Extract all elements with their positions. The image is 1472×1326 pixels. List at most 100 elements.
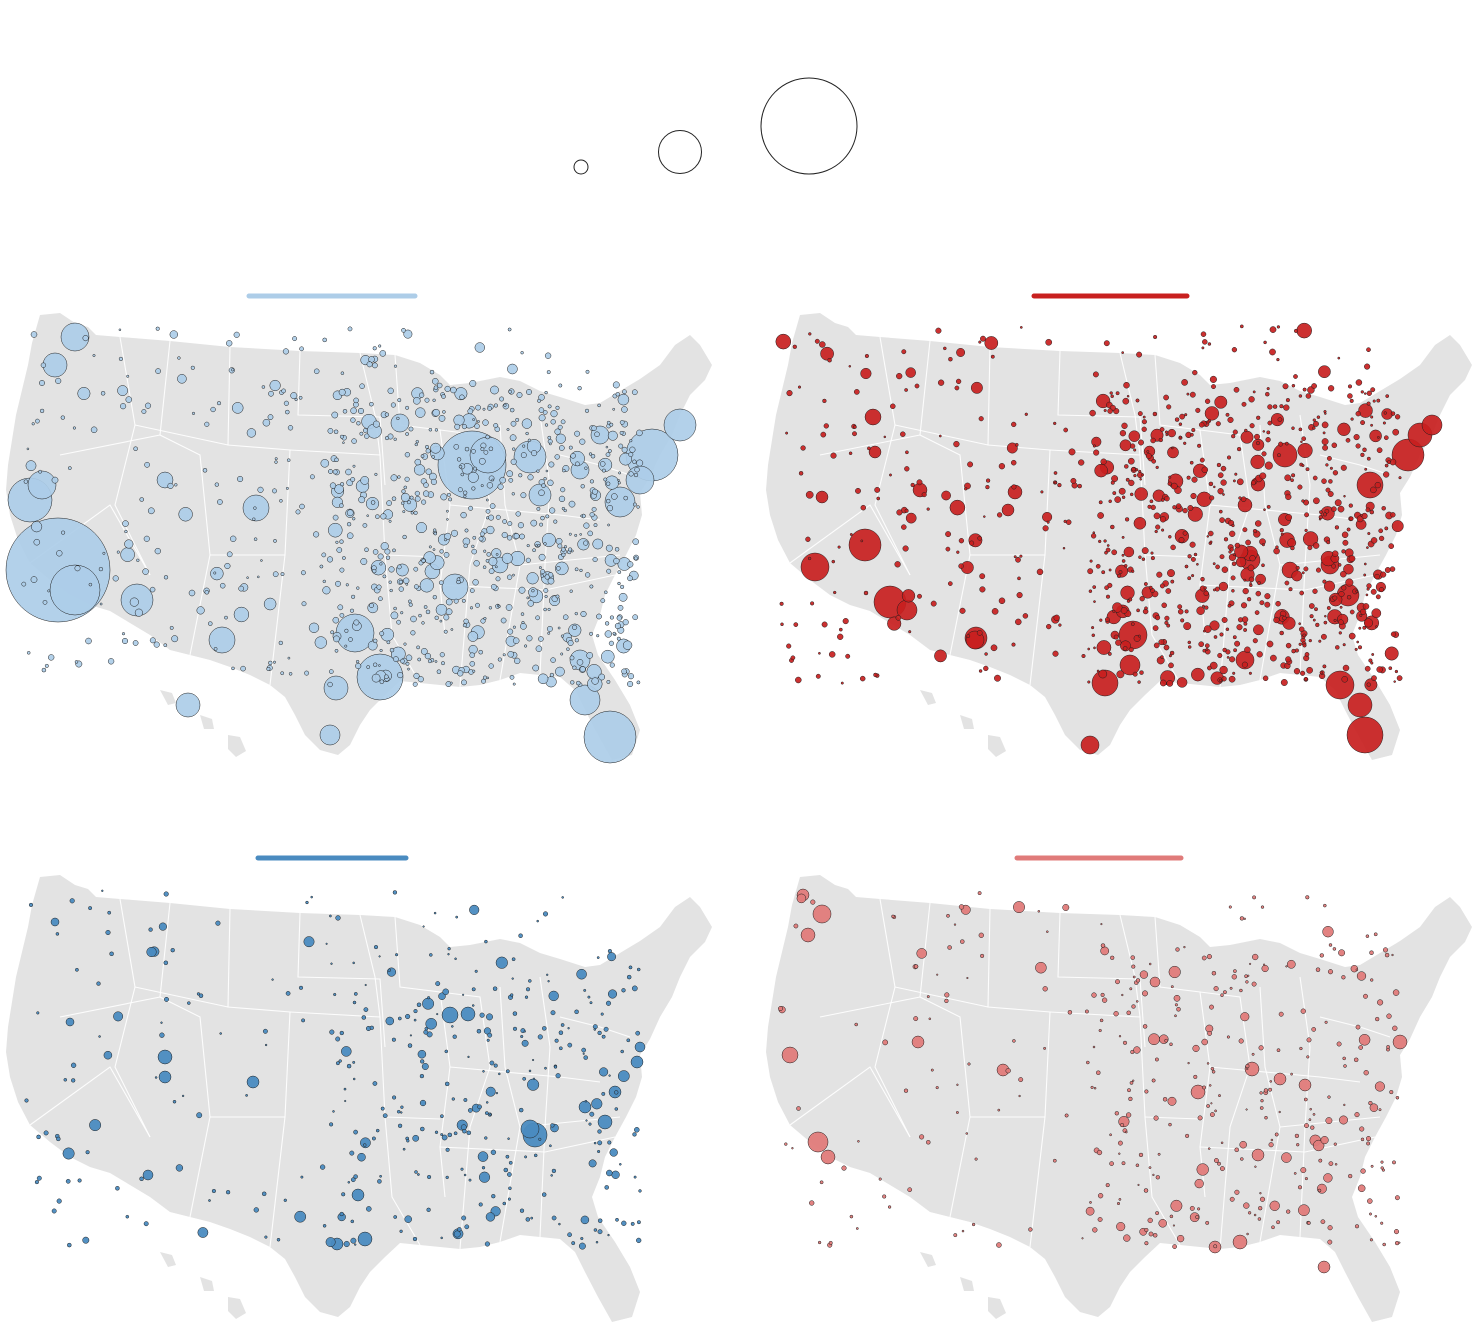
data-bubble	[936, 973, 939, 976]
data-bubble	[572, 624, 578, 630]
data-bubble	[636, 429, 643, 437]
data-bubble	[40, 362, 47, 368]
data-bubble	[937, 379, 945, 386]
data-bubble	[1128, 647, 1134, 653]
data-bubble	[1234, 542, 1241, 549]
data-bubble	[240, 665, 246, 672]
data-bubble	[965, 1132, 969, 1135]
data-bubble	[485, 498, 489, 502]
data-bubble	[1278, 1110, 1281, 1114]
data-bubble	[1213, 485, 1216, 489]
data-bubble	[597, 1229, 603, 1235]
data-bubble	[214, 482, 219, 487]
data-bubble	[1227, 603, 1232, 608]
data-bubble	[1232, 553, 1236, 557]
data-bubble	[561, 506, 566, 511]
data-bubble	[453, 598, 459, 604]
data-bubble	[357, 1231, 373, 1247]
data-bubble	[1277, 453, 1281, 458]
data-bubble	[1306, 666, 1313, 674]
data-bubble	[1267, 420, 1273, 426]
data-bubble	[557, 424, 563, 430]
data-bubble	[473, 560, 480, 567]
data-bubble	[424, 1026, 429, 1031]
data-bubble	[812, 904, 832, 924]
data-bubble	[549, 672, 555, 678]
data-bubble	[489, 1113, 492, 1116]
data-bubble	[464, 528, 469, 533]
data-bubble	[1174, 1003, 1178, 1007]
data-bubble	[1341, 585, 1347, 591]
data-bubble	[1331, 563, 1337, 569]
data-bubble	[301, 1018, 306, 1023]
data-bubble	[538, 1137, 542, 1141]
data-bubble	[487, 1032, 493, 1038]
data-bubble	[1348, 503, 1353, 508]
data-bubble	[1301, 436, 1307, 442]
data-bubble	[1370, 387, 1376, 393]
data-bubble	[1121, 553, 1125, 557]
data-bubble	[786, 390, 793, 397]
data-bubble	[397, 398, 402, 403]
data-bubble	[422, 490, 430, 497]
data-bubble	[461, 598, 466, 603]
data-bubble	[497, 483, 504, 490]
data-bubble	[1293, 668, 1301, 675]
data-bubble	[1164, 620, 1169, 625]
data-bubble	[1229, 1196, 1235, 1202]
data-bubble	[1269, 1080, 1273, 1083]
data-bubble	[966, 634, 971, 638]
data-bubble	[379, 350, 387, 357]
data-bubble	[1103, 340, 1110, 347]
data-bubble	[139, 1176, 144, 1182]
data-bubble	[508, 1160, 513, 1165]
data-bubble	[580, 1236, 584, 1241]
data-bubble	[547, 607, 551, 611]
data-bubble	[1312, 426, 1316, 430]
data-bubble	[82, 1236, 90, 1244]
data-bubble	[1276, 1220, 1281, 1225]
data-bubble	[1259, 1106, 1264, 1110]
data-bubble	[525, 987, 531, 992]
data-bubble	[491, 548, 502, 559]
data-bubble	[443, 538, 448, 542]
state-border	[874, 336, 911, 576]
data-bubble	[163, 891, 169, 897]
data-bubble	[1368, 658, 1373, 663]
data-bubble	[446, 509, 449, 513]
data-bubble	[631, 985, 638, 992]
data-bubble	[55, 377, 62, 384]
data-bubble	[605, 452, 611, 457]
data-bubble	[458, 464, 463, 469]
data-bubble	[344, 644, 348, 648]
size-legend	[573, 77, 858, 175]
data-bubble	[444, 1049, 449, 1054]
data-bubble	[358, 496, 366, 504]
data-bubble	[980, 335, 986, 342]
data-bubble	[366, 361, 373, 368]
hawaii-landmass	[160, 1252, 246, 1319]
data-bubble	[1233, 969, 1237, 973]
data-bubble	[1393, 680, 1396, 683]
data-bubble	[400, 1105, 404, 1109]
data-bubble	[636, 1237, 642, 1244]
data-bubble	[1384, 463, 1389, 468]
data-bubble	[425, 448, 431, 454]
data-bubble	[1159, 516, 1167, 523]
data-bubble	[1220, 1141, 1224, 1145]
data-bubble	[489, 1060, 495, 1066]
data-bubble	[485, 558, 490, 563]
data-bubble	[400, 658, 405, 664]
data-bubble	[1296, 1143, 1300, 1147]
data-bubble	[447, 1132, 453, 1138]
data-bubble	[202, 468, 208, 473]
data-bubble	[1123, 381, 1130, 389]
data-bubble	[159, 1032, 165, 1038]
data-bubble	[1329, 466, 1333, 470]
data-bubble	[621, 668, 627, 675]
data-bubble	[26, 447, 30, 451]
data-bubble	[599, 461, 606, 467]
data-bubble	[335, 915, 341, 921]
data-bubble	[914, 383, 920, 389]
state-border	[159, 340, 211, 656]
